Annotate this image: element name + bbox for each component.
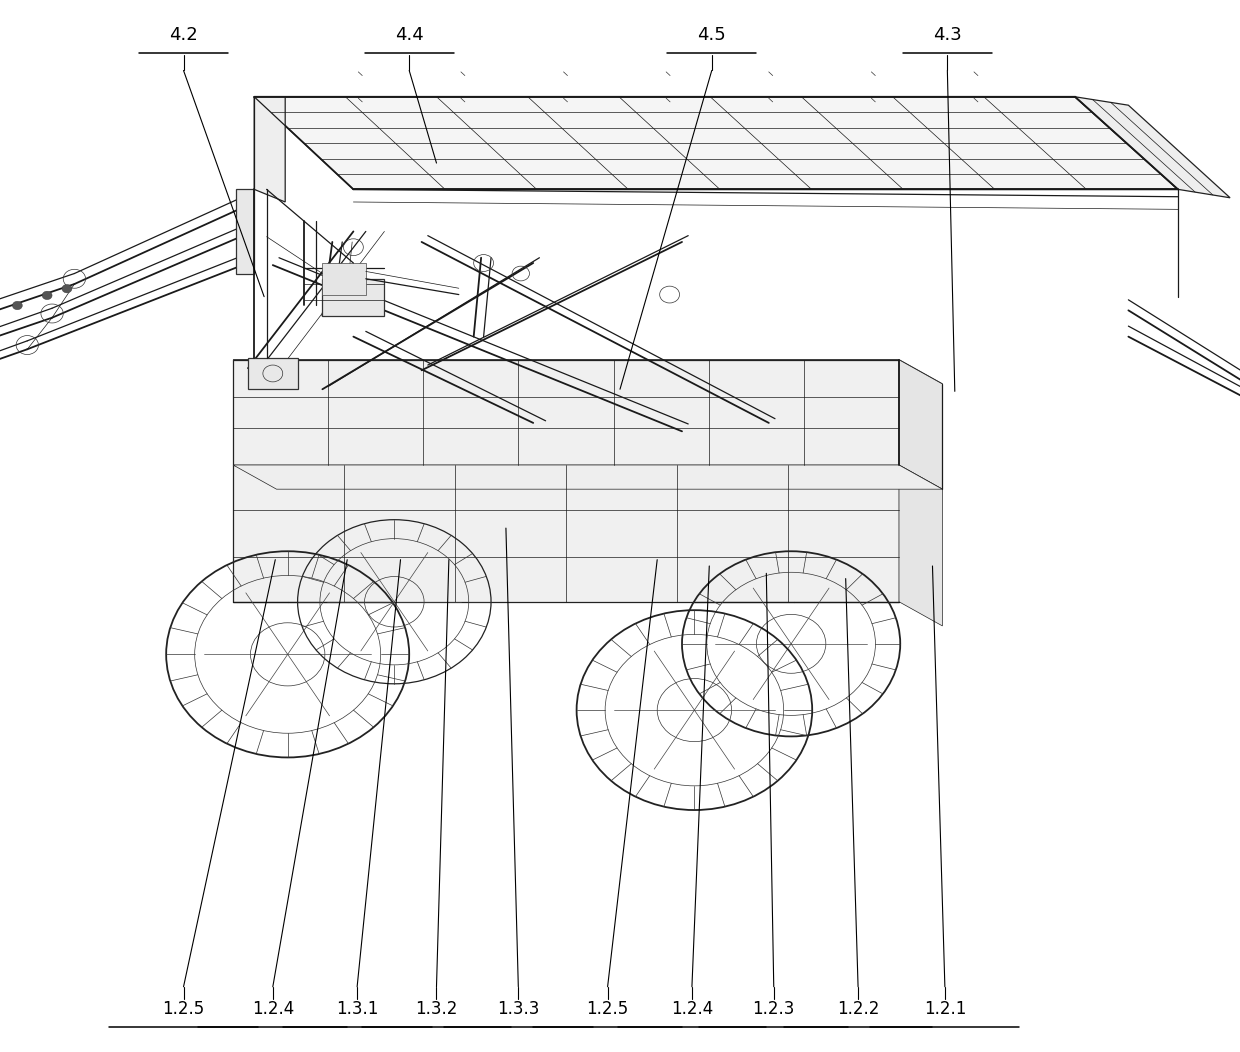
Polygon shape — [233, 465, 899, 602]
Circle shape — [42, 291, 52, 300]
Text: 1.3.2: 1.3.2 — [415, 1000, 458, 1018]
Polygon shape — [899, 465, 942, 626]
Text: 1.3.3: 1.3.3 — [497, 1000, 539, 1018]
Polygon shape — [322, 263, 366, 295]
Text: 4.5: 4.5 — [697, 26, 727, 44]
Polygon shape — [248, 358, 298, 389]
Circle shape — [12, 301, 22, 309]
Text: 1.2.5: 1.2.5 — [162, 1000, 205, 1018]
Circle shape — [62, 284, 72, 292]
Polygon shape — [233, 465, 942, 489]
Polygon shape — [236, 189, 254, 274]
Polygon shape — [322, 279, 384, 316]
Polygon shape — [899, 360, 942, 489]
Text: 1.2.4: 1.2.4 — [671, 1000, 713, 1018]
Text: 4.2: 4.2 — [169, 26, 198, 44]
Text: 1.2.3: 1.2.3 — [753, 1000, 795, 1018]
Text: 1.2.2: 1.2.2 — [837, 1000, 879, 1018]
Text: 1.2.4: 1.2.4 — [252, 1000, 294, 1018]
Text: 1.2.5: 1.2.5 — [587, 1000, 629, 1018]
Polygon shape — [1075, 97, 1230, 198]
Polygon shape — [254, 97, 1178, 189]
Polygon shape — [254, 97, 285, 202]
Text: 1.3.1: 1.3.1 — [336, 1000, 378, 1018]
Text: 4.3: 4.3 — [932, 26, 962, 44]
Polygon shape — [233, 360, 942, 384]
Polygon shape — [233, 360, 899, 465]
Text: 1.2.1: 1.2.1 — [924, 1000, 966, 1018]
Text: 4.4: 4.4 — [394, 26, 424, 44]
